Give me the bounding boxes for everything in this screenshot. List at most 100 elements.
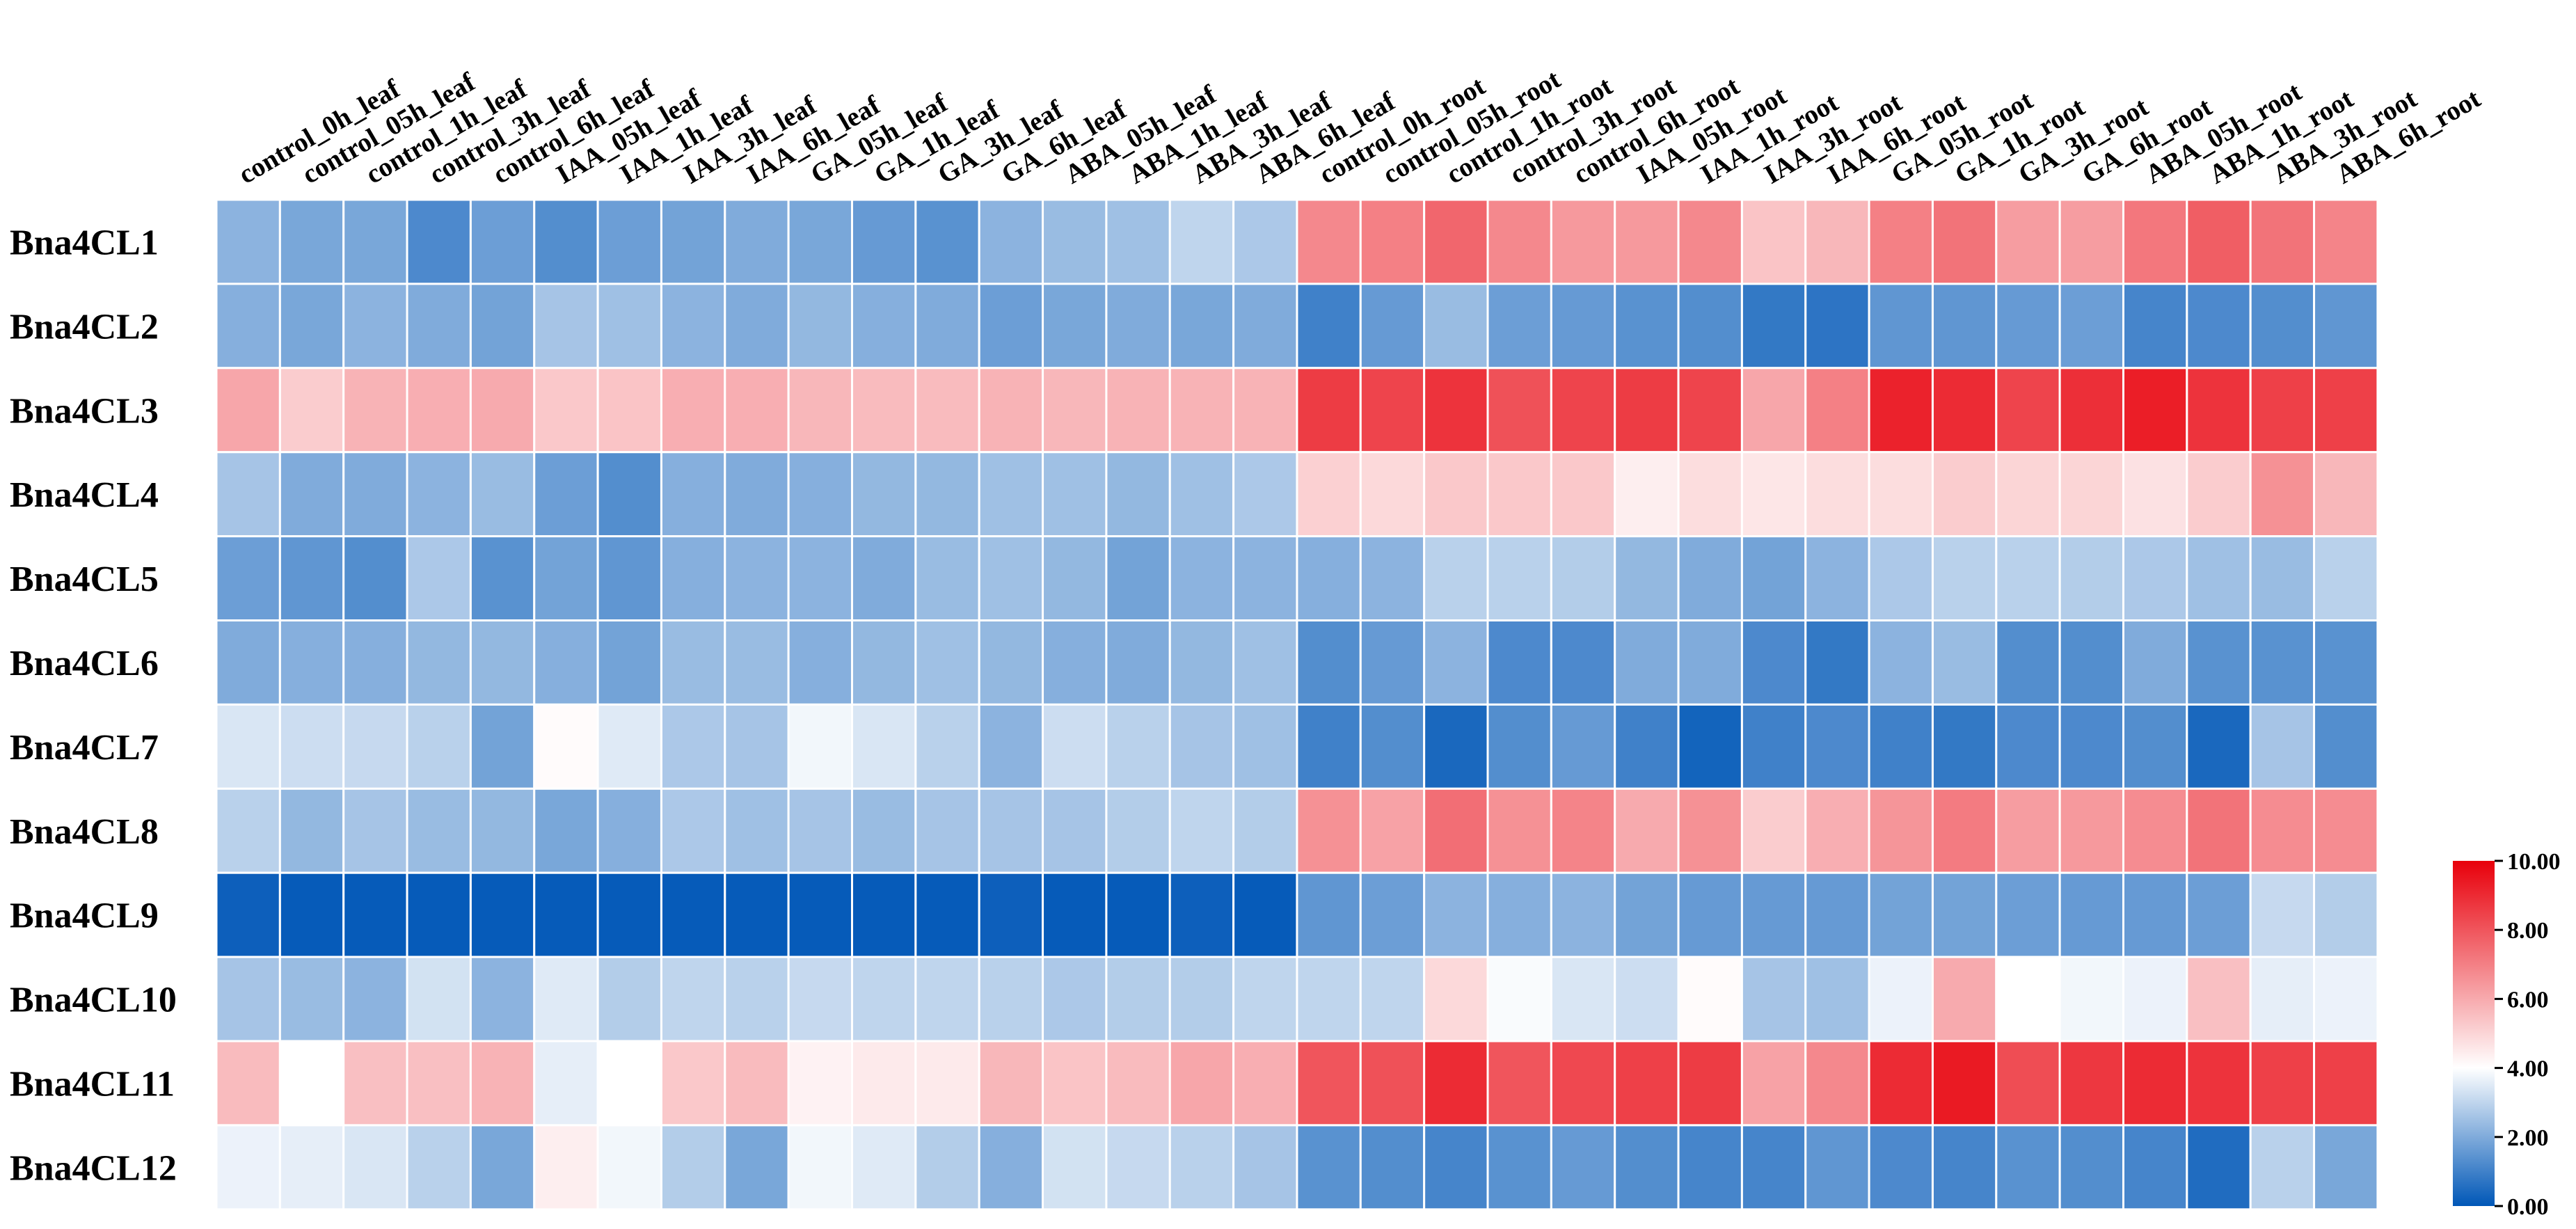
heatmap-cell-Bna4CL7-GA_6h_root — [2058, 703, 2124, 790]
heatmap-cell-Bna4CL3-control_6h_leaf — [469, 367, 536, 454]
heatmap-cell-Bna4CL9-IAA_6h_root — [1804, 871, 1870, 958]
colorbar-tick-label: 0.00 — [2507, 1194, 2549, 1220]
heatmap-cell-Bna4CL4-ABA_05h_root — [2122, 451, 2188, 538]
heatmap-cell-Bna4CL7-control_1h_root — [1423, 703, 1489, 790]
heatmap-cell-Bna4CL9-GA_6h_root — [2058, 871, 2124, 958]
heatmap-cell-Bna4CL8-IAA_1h_root — [1677, 787, 1743, 874]
heatmap-cell-Bna4CL1-GA_1h_root — [1931, 198, 1998, 285]
heatmap-cell-Bna4CL3-IAA_6h_root — [1804, 367, 1870, 454]
heatmap-cell-Bna4CL3-ABA_6h_root — [2313, 367, 2379, 454]
heatmap-cell-Bna4CL2-control_6h_leaf — [469, 283, 536, 370]
heatmap-cell-Bna4CL4-control_6h_root — [1550, 451, 1616, 538]
heatmap-cell-Bna4CL6-control_3h_leaf — [406, 619, 472, 706]
heatmap-cell-Bna4CL10-ABA_3h_root — [2249, 956, 2316, 1042]
heatmap-cell-Bna4CL1-GA_05h_root — [1868, 198, 1934, 285]
heatmap-cell-Bna4CL3-GA_6h_leaf — [978, 367, 1044, 454]
heatmap-cell-Bna4CL4-GA_6h_leaf — [978, 451, 1044, 538]
heatmap-cell-Bna4CL8-ABA_1h_leaf — [1105, 787, 1171, 874]
heatmap-cell-Bna4CL8-ABA_05h_leaf — [1042, 787, 1108, 874]
heatmap-cell-Bna4CL11-control_0h_leaf — [215, 1040, 281, 1127]
heatmap-cell-Bna4CL10-GA_6h_root — [2058, 956, 2124, 1042]
heatmap-cell-Bna4CL12-GA_05h_root — [1868, 1124, 1934, 1211]
heatmap-cell-Bna4CL9-control_0h_leaf — [215, 871, 281, 958]
heatmap-cell-Bna4CL3-GA_05h_leaf — [787, 367, 854, 454]
heatmap-cell-Bna4CL9-ABA_1h_root — [2186, 871, 2252, 958]
heatmap-cell-Bna4CL5-control_3h_root — [1486, 535, 1552, 621]
heatmap-cell-Bna4CL11-ABA_05h_leaf — [1042, 1040, 1108, 1127]
heatmap-cell-Bna4CL6-IAA_1h_root — [1677, 619, 1743, 706]
heatmap-cell-Bna4CL2-IAA_6h_leaf — [724, 283, 790, 370]
heatmap-cell-Bna4CL6-GA_1h_leaf — [851, 619, 917, 706]
heatmap-cell-Bna4CL3-control_0h_leaf — [215, 367, 281, 454]
heatmap-cell-Bna4CL6-control_0h_leaf — [215, 619, 281, 706]
heatmap-cell-Bna4CL5-control_1h_leaf — [342, 535, 408, 621]
heatmap-cell-Bna4CL1-control_3h_leaf — [406, 198, 472, 285]
heatmap-cell-Bna4CL11-GA_1h_leaf — [851, 1040, 917, 1127]
heatmap-cell-Bna4CL8-GA_05h_leaf — [787, 787, 854, 874]
heatmap-cell-Bna4CL9-GA_6h_leaf — [978, 871, 1044, 958]
row-label: Bna4CL9 — [10, 896, 159, 936]
heatmap-cell-Bna4CL7-control_05h_root — [1359, 703, 1426, 790]
heatmap-cell-Bna4CL12-control_0h_leaf — [215, 1124, 281, 1211]
heatmap-cell-Bna4CL1-control_1h_root — [1423, 198, 1489, 285]
heatmap-cell-Bna4CL4-ABA_6h_leaf — [1232, 451, 1298, 538]
heatmap-cell-Bna4CL2-GA_6h_leaf — [978, 283, 1044, 370]
heatmap-cell-Bna4CL9-ABA_3h_root — [2249, 871, 2316, 958]
heatmap-cell-Bna4CL2-IAA_05h_leaf — [533, 283, 599, 370]
heatmap-cell-Bna4CL12-IAA_1h_leaf — [596, 1124, 662, 1211]
heatmap-cell-Bna4CL2-IAA_3h_root — [1740, 283, 1807, 370]
heatmap-cell-Bna4CL9-IAA_1h_root — [1677, 871, 1743, 958]
heatmap-cell-Bna4CL7-control_0h_leaf — [215, 703, 281, 790]
heatmap-cell-Bna4CL1-control_0h_leaf — [215, 198, 281, 285]
heatmap-cell-Bna4CL3-GA_3h_root — [1995, 367, 2061, 454]
heatmap-cell-Bna4CL7-control_6h_root — [1550, 703, 1616, 790]
heatmap-cell-Bna4CL2-ABA_3h_root — [2249, 283, 2316, 370]
heatmap-cell-Bna4CL2-control_6h_root — [1550, 283, 1616, 370]
heatmap-cell-Bna4CL4-ABA_3h_root — [2249, 451, 2316, 538]
heatmap-cell-Bna4CL10-control_05h_root — [1359, 956, 1426, 1042]
heatmap-cell-Bna4CL4-control_6h_leaf — [469, 451, 536, 538]
heatmap-cell-Bna4CL11-ABA_3h_root — [2249, 1040, 2316, 1127]
heatmap-cell-Bna4CL7-control_0h_root — [1296, 703, 1362, 790]
heatmap-cell-Bna4CL8-IAA_6h_root — [1804, 787, 1870, 874]
heatmap-cell-Bna4CL7-control_1h_leaf — [342, 703, 408, 790]
heatmap-cell-Bna4CL12-IAA_05h_root — [1614, 1124, 1680, 1211]
heatmap-cell-Bna4CL12-control_0h_root — [1296, 1124, 1362, 1211]
heatmap-cell-Bna4CL7-ABA_3h_leaf — [1168, 703, 1235, 790]
heatmap-cell-Bna4CL1-control_3h_root — [1486, 198, 1552, 285]
heatmap-cell-Bna4CL11-GA_6h_root — [2058, 1040, 2124, 1127]
heatmap-cell-Bna4CL4-IAA_1h_leaf — [596, 451, 662, 538]
heatmap-cell-Bna4CL3-ABA_05h_root — [2122, 367, 2188, 454]
heatmap-cell-Bna4CL6-control_6h_root — [1550, 619, 1616, 706]
heatmap-cell-Bna4CL10-ABA_3h_leaf — [1168, 956, 1235, 1042]
heatmap-cell-Bna4CL5-IAA_3h_leaf — [660, 535, 726, 621]
heatmap-cell-Bna4CL3-IAA_6h_leaf — [724, 367, 790, 454]
heatmap-cell-Bna4CL11-ABA_1h_leaf — [1105, 1040, 1171, 1127]
heatmap-cell-Bna4CL1-ABA_3h_leaf — [1168, 198, 1235, 285]
heatmap-cell-Bna4CL5-ABA_6h_leaf — [1232, 535, 1298, 621]
heatmap-cell-Bna4CL12-IAA_05h_leaf — [533, 1124, 599, 1211]
heatmap-cell-Bna4CL3-control_0h_root — [1296, 367, 1362, 454]
heatmap-cell-Bna4CL1-control_0h_root — [1296, 198, 1362, 285]
colorbar: 0.00 2.00 4.00 6.00 8.00 10.00 — [2453, 849, 2561, 1220]
heatmap-cell-Bna4CL12-GA_1h_root — [1931, 1124, 1998, 1211]
heatmap-cell-Bna4CL4-GA_6h_root — [2058, 451, 2124, 538]
heatmap-cell-Bna4CL4-control_05h_leaf — [278, 451, 345, 538]
heatmap-cell-Bna4CL10-control_6h_root — [1550, 956, 1616, 1042]
heatmap-cell-Bna4CL12-control_3h_root — [1486, 1124, 1552, 1211]
heatmap-cell-Bna4CL5-ABA_3h_root — [2249, 535, 2316, 621]
heatmap-cell-Bna4CL4-IAA_6h_leaf — [724, 451, 790, 538]
heatmap-cell-Bna4CL1-GA_6h_leaf — [978, 198, 1044, 285]
heatmap-cell-Bna4CL12-IAA_1h_root — [1677, 1124, 1743, 1211]
heatmap-cell-Bna4CL11-GA_6h_leaf — [978, 1040, 1044, 1127]
row-label: Bna4CL1 — [10, 223, 159, 262]
heatmap-cell-Bna4CL10-control_3h_root — [1486, 956, 1552, 1042]
heatmap-cell-Bna4CL11-control_3h_root — [1486, 1040, 1552, 1127]
heatmap-cell-Bna4CL1-IAA_3h_leaf — [660, 198, 726, 285]
heatmap-cell-Bna4CL2-IAA_6h_root — [1804, 283, 1870, 370]
heatmap-cell-Bna4CL5-control_0h_leaf — [215, 535, 281, 621]
row-label: Bna4CL5 — [10, 560, 159, 599]
heatmap-cell-Bna4CL11-IAA_6h_leaf — [724, 1040, 790, 1127]
heatmap-cell-Bna4CL2-GA_3h_leaf — [914, 283, 980, 370]
